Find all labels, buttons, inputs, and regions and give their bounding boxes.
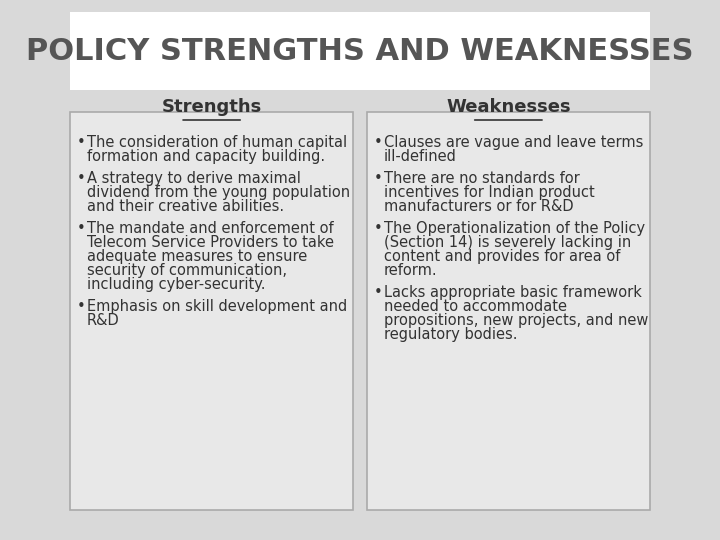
Text: •: • bbox=[77, 135, 86, 150]
Text: Telecom Service Providers to take: Telecom Service Providers to take bbox=[87, 235, 334, 250]
Text: A strategy to derive maximal: A strategy to derive maximal bbox=[87, 171, 301, 186]
FancyBboxPatch shape bbox=[366, 112, 650, 510]
Text: including cyber-security.: including cyber-security. bbox=[87, 277, 266, 292]
Text: POLICY STRENGTHS AND WEAKNESSES: POLICY STRENGTHS AND WEAKNESSES bbox=[26, 37, 694, 65]
Text: content and provides for area of: content and provides for area of bbox=[384, 249, 620, 264]
Text: ill-defined: ill-defined bbox=[384, 149, 456, 164]
Text: adequate measures to ensure: adequate measures to ensure bbox=[87, 249, 307, 264]
FancyBboxPatch shape bbox=[70, 12, 650, 90]
Text: The mandate and enforcement of: The mandate and enforcement of bbox=[87, 221, 333, 236]
Text: •: • bbox=[77, 221, 86, 236]
Text: reform.: reform. bbox=[384, 263, 437, 278]
Text: The consideration of human capital: The consideration of human capital bbox=[87, 135, 347, 150]
Text: dividend from the young population: dividend from the young population bbox=[87, 185, 350, 200]
Text: •: • bbox=[77, 299, 86, 314]
Text: •: • bbox=[374, 285, 382, 300]
Text: security of communication,: security of communication, bbox=[87, 263, 287, 278]
Text: Emphasis on skill development and: Emphasis on skill development and bbox=[87, 299, 347, 314]
Text: regulatory bodies.: regulatory bodies. bbox=[384, 327, 517, 342]
Text: The Operationalization of the Policy: The Operationalization of the Policy bbox=[384, 221, 645, 236]
Text: Weaknesses: Weaknesses bbox=[446, 98, 571, 116]
Text: Strengths: Strengths bbox=[161, 98, 262, 116]
Text: •: • bbox=[374, 221, 382, 236]
Text: manufacturers or for R&D: manufacturers or for R&D bbox=[384, 199, 573, 214]
Text: Clauses are vague and leave terms: Clauses are vague and leave terms bbox=[384, 135, 643, 150]
Text: propositions, new projects, and new: propositions, new projects, and new bbox=[384, 313, 648, 328]
Text: formation and capacity building.: formation and capacity building. bbox=[87, 149, 325, 164]
Text: and their creative abilities.: and their creative abilities. bbox=[87, 199, 284, 214]
Text: •: • bbox=[374, 171, 382, 186]
Text: Lacks appropriate basic framework: Lacks appropriate basic framework bbox=[384, 285, 642, 300]
Text: •: • bbox=[374, 135, 382, 150]
Text: There are no standards for: There are no standards for bbox=[384, 171, 580, 186]
Text: (Section 14) is severely lacking in: (Section 14) is severely lacking in bbox=[384, 235, 631, 250]
FancyBboxPatch shape bbox=[70, 112, 354, 510]
Text: •: • bbox=[77, 171, 86, 186]
Text: R&D: R&D bbox=[87, 313, 120, 328]
Text: incentives for Indian product: incentives for Indian product bbox=[384, 185, 595, 200]
Text: needed to accommodate: needed to accommodate bbox=[384, 299, 567, 314]
